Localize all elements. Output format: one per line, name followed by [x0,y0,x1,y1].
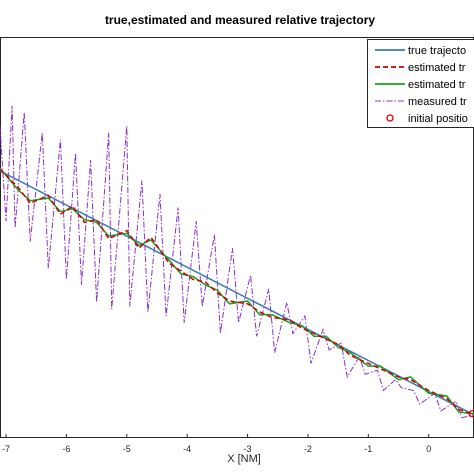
x-tick-label: -3 [244,444,252,454]
series-layer [0,105,474,419]
legend-items: true trajecto estimated tr estimated tr mea… [375,45,468,125]
x-tick-label: -2 [304,444,312,454]
x-tick-label: -1 [364,444,372,454]
series-line-3 [0,105,474,419]
x-tick-label: -5 [123,444,131,454]
x-tick-label: -6 [62,444,70,454]
x-tick-label: 0 [426,444,431,454]
x-axis-label: X [NM] [227,453,261,465]
legend: true trajecto estimated tr estimated tr mea… [367,39,474,128]
legend-swatch [386,114,394,122]
x-axis: -7 -6 -5 -4 -3 -2 -1 0 [2,434,431,454]
x-tick-label: -7 [2,444,10,454]
legend-label: initial positio [408,113,468,125]
x-tick-label: -4 [183,444,191,454]
legend-label: estimated tr [408,79,466,91]
chart-title: true,estimated and measured relative tra… [105,13,375,27]
initial-position-marker [468,409,474,418]
legend-label: measured tr [408,96,467,108]
series-line-0 [0,170,474,416]
legend-label: true trajecto [408,45,466,57]
legend-label: estimated tr [408,62,466,74]
legend-box [367,39,474,128]
series-line-1 [0,168,474,416]
